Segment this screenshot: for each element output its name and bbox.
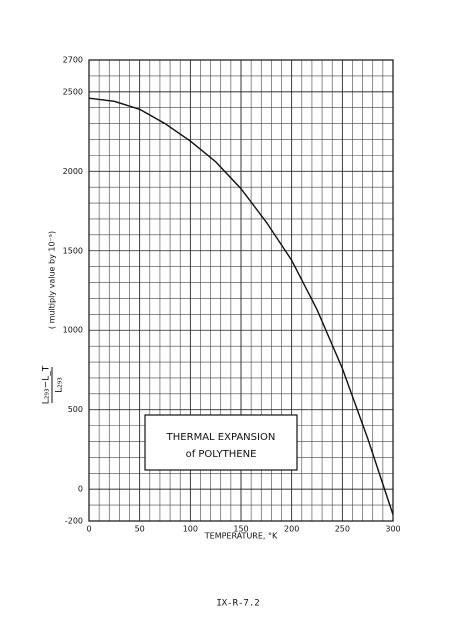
x-tick-label: 250 [335, 525, 350, 534]
curve [88, 97, 394, 515]
x-tick-label: 200 [284, 525, 299, 534]
x-tick-label: 300 [385, 525, 400, 534]
y-tick-label: 2700 [63, 56, 83, 65]
x-tick-label: 0 [86, 525, 91, 534]
x-tick-label: 100 [183, 525, 198, 534]
title-box [144, 414, 298, 471]
y-tick-label: -200 [65, 517, 83, 526]
chart-subtitle: of POLYTHENE [186, 449, 257, 460]
y-label-note: ( multiply value by 10⁻⁵) [48, 231, 57, 329]
y-tick-label: 500 [68, 405, 83, 414]
x-axis-label: TEMPERATURE, °K [204, 532, 278, 541]
y-label-numerator: L₂₉₃−L_T [42, 365, 52, 404]
chart-title: THERMAL EXPANSION [166, 432, 276, 443]
y-label-denominator: L₂₉₃ [55, 377, 65, 393]
page-label: IX-R-7.2 [216, 599, 259, 609]
y-tick-label: 2500 [63, 87, 83, 96]
y-tick-label: 0 [78, 485, 83, 494]
x-tick-label: 150 [233, 525, 248, 534]
y-tick-label: 1000 [63, 326, 83, 335]
x-tick-label: 50 [135, 525, 145, 534]
plot-frame [88, 59, 394, 522]
y-tick-label: 1500 [63, 246, 83, 255]
y-axis-label: L₂₉₃−L_T L₂₉₃ ( multiply value by 10⁻⁵) [42, 231, 65, 404]
y-tick-label: 2000 [63, 167, 83, 176]
